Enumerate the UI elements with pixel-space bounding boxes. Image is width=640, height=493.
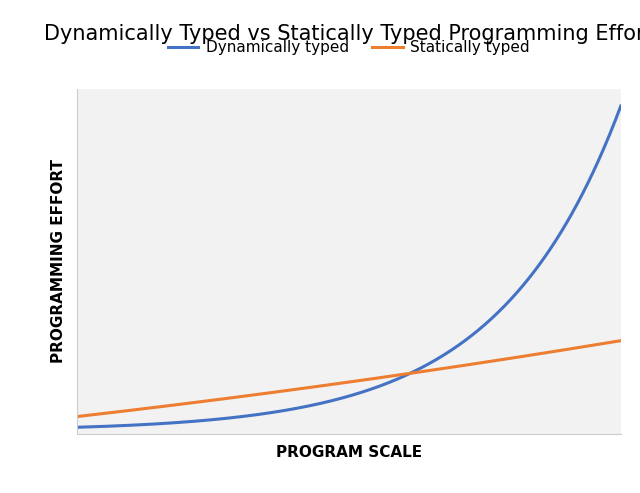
X-axis label: PROGRAM SCALE: PROGRAM SCALE (276, 445, 422, 460)
Dynamically typed (617, 103, 625, 109)
Y-axis label: PROGRAMMING EFFORT: PROGRAMMING EFFORT (51, 159, 66, 363)
Dynamically typed (335, 396, 342, 402)
Dynamically typed (604, 136, 612, 142)
Line: Statically typed: Statically typed (77, 341, 621, 417)
Dynamically typed (367, 386, 375, 392)
Dynamically typed (397, 375, 404, 381)
Legend: Dynamically typed, Statically typed: Dynamically typed, Statically typed (162, 34, 536, 62)
Statically typed (335, 381, 342, 387)
Line: Dynamically typed: Dynamically typed (77, 106, 621, 427)
Statically typed (604, 340, 612, 346)
Statically typed (73, 414, 81, 420)
Dynamically typed (519, 283, 527, 289)
Dynamically typed (73, 424, 81, 430)
Statically typed (367, 376, 375, 382)
Statically typed (617, 338, 625, 344)
Statically typed (519, 353, 527, 359)
Statically typed (332, 381, 339, 387)
Dynamically typed (332, 397, 339, 403)
Statically typed (397, 372, 404, 378)
Title: Dynamically Typed vs Statically Typed Programming Effort: Dynamically Typed vs Statically Typed Pr… (44, 24, 640, 44)
